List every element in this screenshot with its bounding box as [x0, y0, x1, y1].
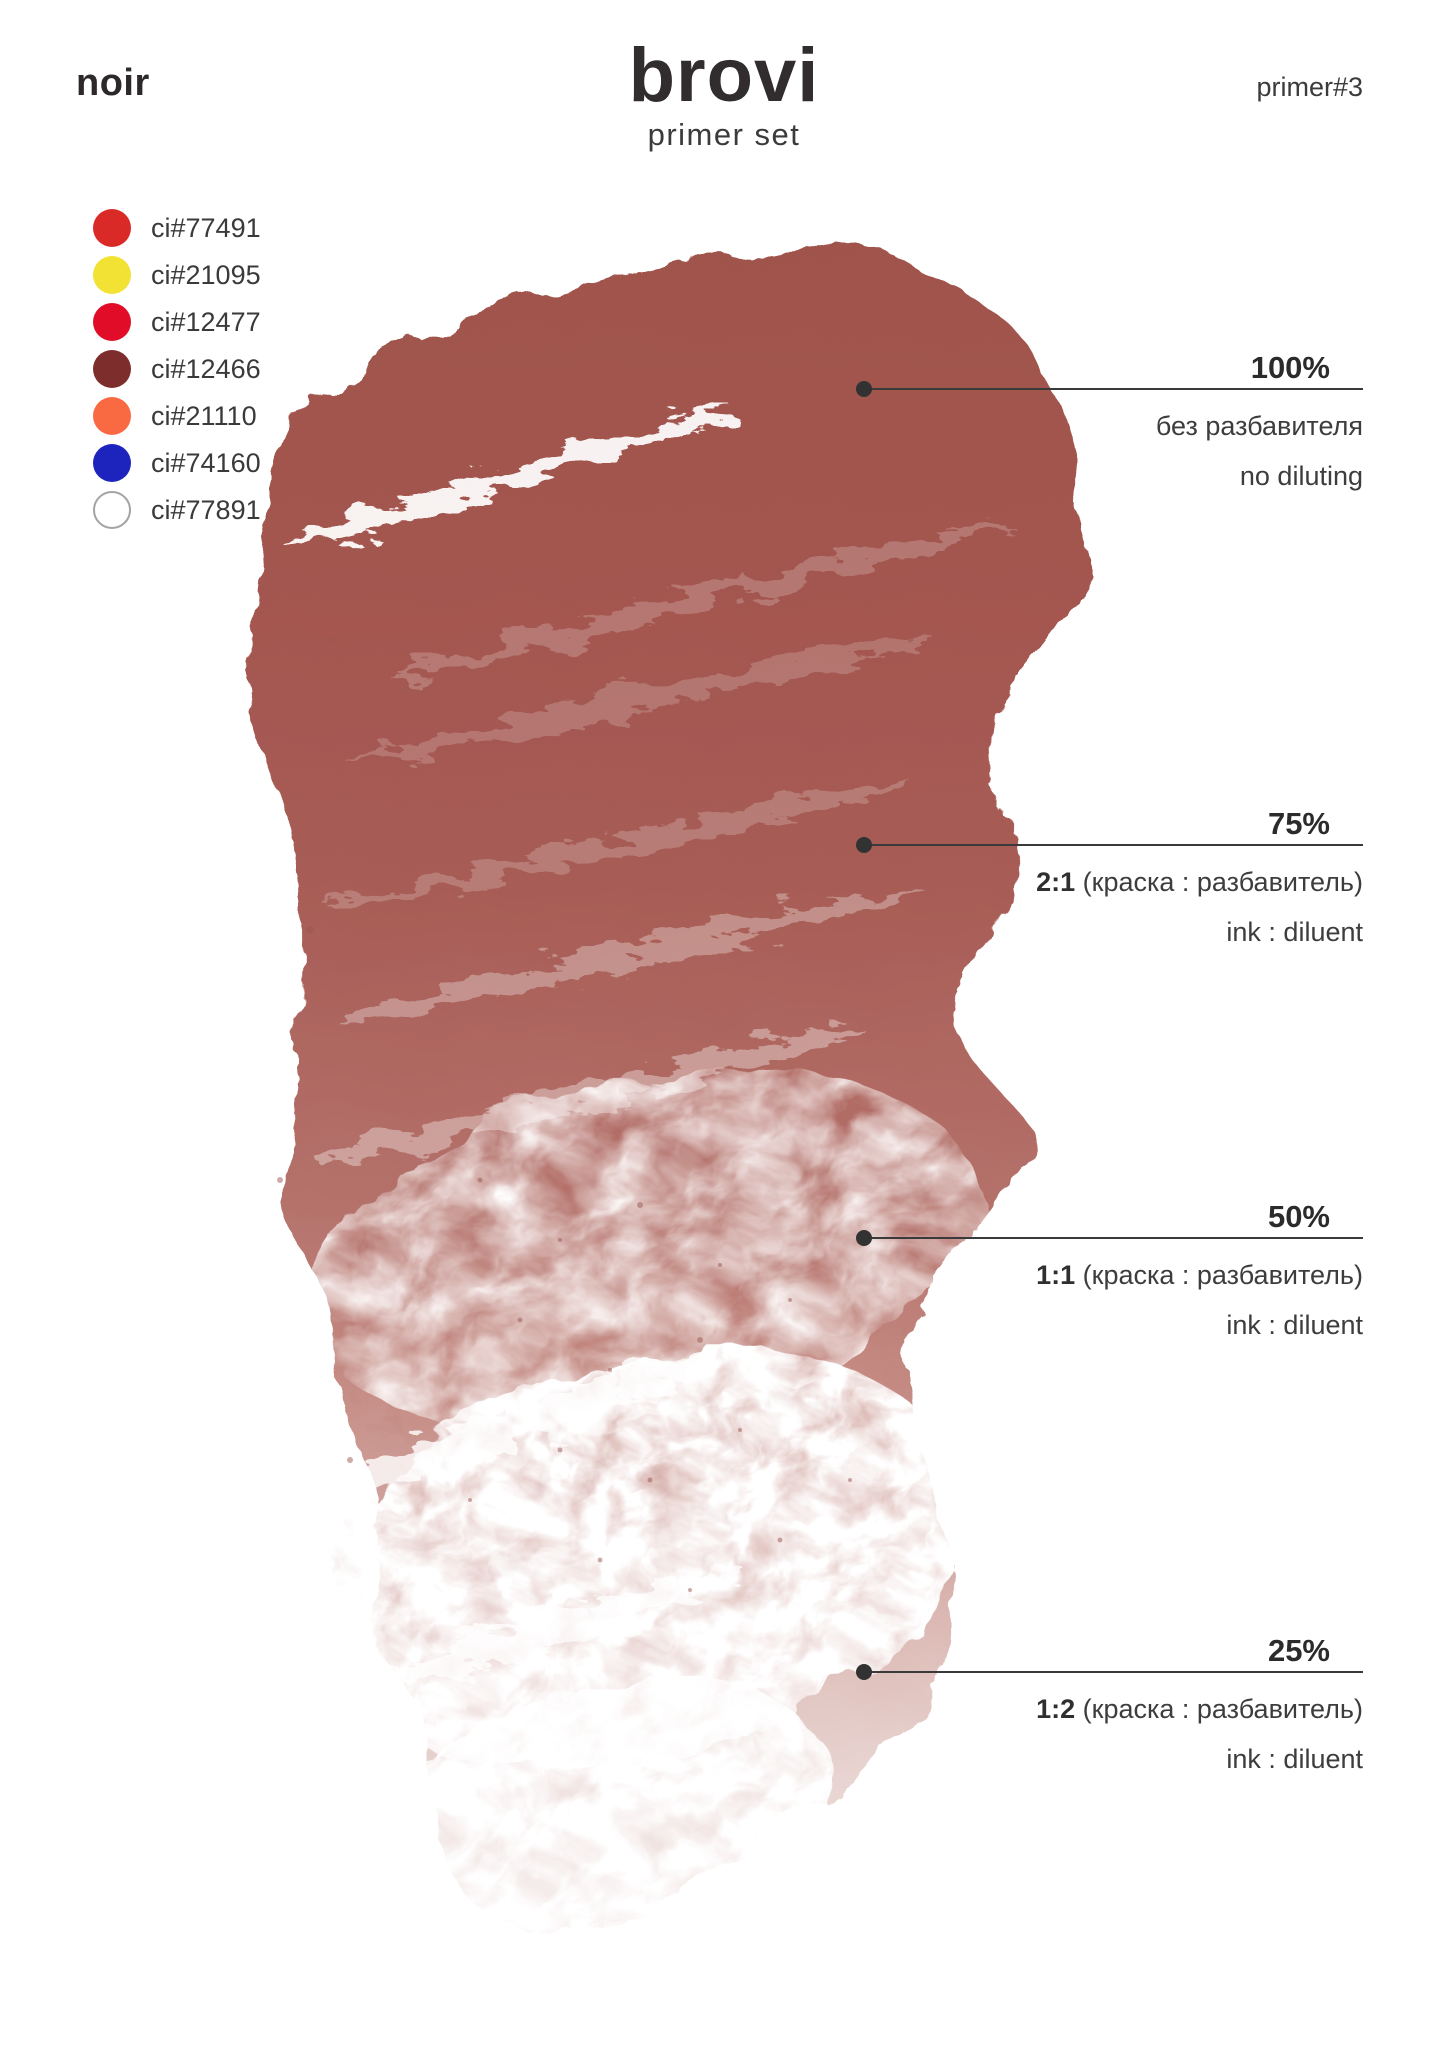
legend-item: ci#12477: [93, 303, 261, 341]
callout-en-line: ink : diluent: [1226, 917, 1363, 947]
callout-leader-line: [856, 837, 1363, 853]
callout-en-line: ink : diluent: [1226, 1744, 1363, 1774]
pigment-dot-icon: [93, 397, 131, 435]
callout-leader-line: [856, 1230, 1363, 1246]
pigment-legend: ci#77491 ci#21095 ci#12477 ci#12466 ci#2…: [93, 209, 261, 538]
legend-item: ci#21110: [93, 397, 261, 435]
callout-ru-line: 1:1 (краска : разбавитель): [863, 1250, 1363, 1300]
callout-dot-icon: [856, 1230, 872, 1246]
callout-dot-icon: [856, 1664, 872, 1680]
callout-description: 1:2 (краска : разбавитель) ink : diluent: [863, 1684, 1363, 1784]
legend-item: ci#77491: [93, 209, 261, 247]
primer-number-label: primer#3: [1256, 72, 1363, 102]
callout-ru-text: (краска : разбавитель): [1082, 1260, 1363, 1290]
ci-code: ci#12477: [151, 306, 261, 337]
legend-item: ci#74160: [93, 444, 261, 482]
callout-dot-icon: [856, 381, 872, 397]
pigment-dot-icon: [93, 491, 131, 529]
callout-percent: 50%: [1267, 1199, 1330, 1234]
callout-ru-text: без разбавителя: [1155, 411, 1363, 441]
callout-leader-line: [856, 381, 1363, 397]
ci-code: ci#12466: [151, 353, 261, 384]
callout-en-line: ink : diluent: [1226, 1310, 1363, 1340]
callout-ratio: 1:1: [1036, 1260, 1076, 1290]
brand-block: brovi primer set: [0, 33, 1448, 152]
callout-ru-text: (краска : разбавитель): [1082, 1694, 1363, 1724]
pigment-color-name: noir: [76, 62, 150, 104]
ci-code: ci#74160: [151, 447, 261, 478]
pigment-dot-icon: [93, 350, 131, 388]
callout-50: 50% 1:1 (краска : разбавитель) ink : dilu…: [856, 1199, 1363, 1350]
callout-ru-line: без разбавителя: [863, 401, 1363, 451]
callout-100: 100% без разбавителя no diluting: [856, 350, 1363, 501]
callout-description: без разбавителя no diluting: [863, 401, 1363, 501]
callout-25: 25% 1:2 (краска : разбавитель) ink : dilu…: [856, 1633, 1363, 1784]
callout-percent: 100%: [1250, 350, 1330, 385]
brand-logo: brovi: [628, 33, 820, 118]
brand-subtitle: primer set: [647, 117, 801, 152]
callout-percent: 25%: [1267, 1633, 1330, 1668]
callout-leader-line: [856, 1664, 1363, 1680]
pigment-dot-icon: [93, 256, 131, 294]
callout-ratio: 1:2: [1036, 1694, 1076, 1724]
callout-ratio: 2:1: [1036, 867, 1076, 897]
legend-item: ci#77891: [93, 491, 261, 529]
pigment-dot-icon: [93, 209, 131, 247]
legend-item: ci#21095: [93, 256, 261, 294]
legend-item: ci#12466: [93, 350, 261, 388]
callout-percent: 75%: [1267, 806, 1330, 841]
pigment-dot-icon: [93, 444, 131, 482]
callout-en-line: no diluting: [1239, 461, 1363, 491]
pigment-dot-icon: [93, 303, 131, 341]
ci-code: ci#77491: [151, 212, 261, 243]
callout-ru-line: 2:1 (краска : разбавитель): [863, 857, 1363, 907]
callout-ru-text: (краска : разбавитель): [1082, 867, 1363, 897]
callout-ru-line: 1:2 (краска : разбавитель): [863, 1684, 1363, 1734]
callout-75: 75% 2:1 (краска : разбавитель) ink : dilu…: [856, 806, 1363, 957]
ci-code: ci#77891: [151, 494, 261, 525]
swatch-texture-dark: [326, 1161, 926, 1652]
callout-dot-icon: [856, 837, 872, 853]
ci-code: ci#21110: [151, 400, 257, 431]
callout-description: 1:1 (краска : разбавитель) ink : diluent: [863, 1250, 1363, 1350]
ci-code: ci#21095: [151, 259, 261, 290]
swatch-speckles: [277, 636, 852, 1592]
callout-description: 2:1 (краска : разбавитель) ink : diluent: [863, 857, 1363, 957]
